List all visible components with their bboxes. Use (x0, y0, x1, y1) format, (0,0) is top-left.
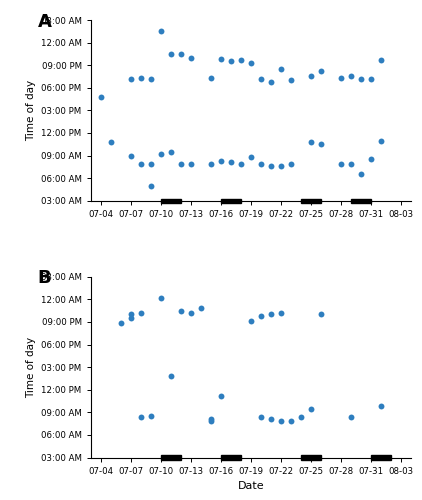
Bar (161, 456, 181, 460)
Point (298, 414, 305, 422)
Point (117, 319, 124, 327)
Point (157, 294, 164, 302)
Point (338, 74, 345, 82)
Point (288, 160, 295, 168)
Point (148, 182, 154, 190)
Point (268, 414, 275, 422)
Point (248, 58, 254, 66)
Point (127, 75, 134, 83)
Point (258, 75, 265, 83)
Point (208, 160, 214, 168)
Point (208, 414, 214, 422)
Point (268, 78, 275, 86)
Point (358, 75, 365, 83)
Point (138, 160, 144, 168)
Bar (221, 198, 241, 203)
Point (218, 55, 225, 63)
Point (368, 75, 375, 83)
Point (318, 140, 325, 148)
Point (308, 138, 315, 146)
Point (248, 316, 254, 324)
Point (188, 160, 195, 168)
Point (368, 156, 375, 164)
Point (157, 150, 164, 158)
Point (358, 170, 365, 178)
Point (178, 306, 184, 314)
Point (288, 417, 295, 425)
Bar (301, 198, 321, 203)
Point (228, 58, 235, 66)
Point (348, 414, 355, 422)
Point (258, 312, 265, 320)
Point (258, 414, 265, 422)
Point (138, 309, 144, 317)
Y-axis label: Time of day: Time of day (27, 80, 37, 141)
Point (138, 414, 144, 422)
Point (127, 310, 134, 318)
Bar (352, 198, 371, 203)
Point (308, 404, 315, 412)
Point (248, 153, 254, 161)
Text: A: A (38, 13, 51, 31)
Point (378, 56, 385, 64)
Point (218, 392, 225, 400)
Point (258, 160, 265, 168)
Y-axis label: Time of day: Time of day (27, 336, 37, 398)
Point (208, 74, 214, 82)
Point (278, 65, 284, 73)
Bar (161, 198, 181, 203)
Point (188, 309, 195, 317)
Point (318, 310, 325, 318)
Point (288, 76, 295, 84)
Point (127, 314, 134, 322)
Point (168, 50, 174, 58)
Text: B: B (38, 270, 51, 287)
Point (168, 148, 174, 156)
Point (138, 74, 144, 82)
Point (278, 309, 284, 317)
Point (148, 160, 154, 168)
Point (268, 310, 275, 318)
Point (188, 54, 195, 62)
Point (318, 68, 325, 76)
Point (268, 162, 275, 170)
Point (278, 162, 284, 170)
Point (238, 160, 244, 168)
Point (348, 160, 355, 168)
Point (208, 417, 214, 425)
Point (228, 158, 235, 166)
Point (148, 412, 154, 420)
Bar (371, 456, 392, 460)
Point (348, 72, 355, 80)
Point (197, 304, 204, 312)
Point (108, 138, 114, 146)
Point (308, 72, 315, 80)
Point (238, 56, 244, 64)
Point (378, 137, 385, 145)
Point (127, 152, 134, 160)
Point (148, 75, 154, 83)
Bar (221, 456, 241, 460)
Point (178, 50, 184, 58)
Point (378, 402, 385, 410)
Point (338, 160, 345, 168)
Bar (301, 456, 321, 460)
X-axis label: Date: Date (238, 481, 265, 491)
Point (97, 92, 104, 100)
Point (278, 417, 284, 425)
Point (157, 28, 164, 36)
Point (218, 156, 225, 164)
Point (168, 372, 174, 380)
Point (178, 160, 184, 168)
